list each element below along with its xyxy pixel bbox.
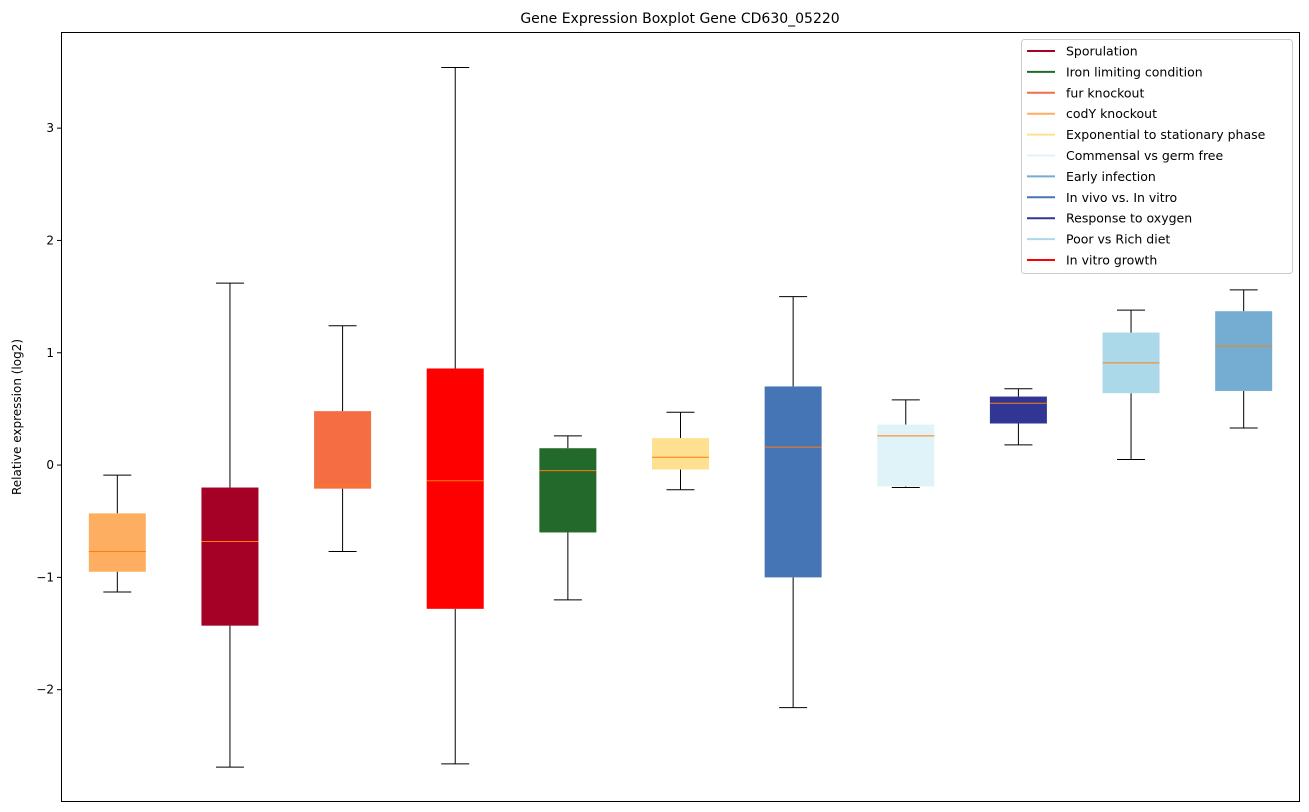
legend-item: Iron limiting condition <box>1027 64 1203 79</box>
box-body <box>88 513 146 572</box>
box-body <box>764 386 822 578</box>
legend-item: Sporulation <box>1027 44 1138 59</box>
legend-label: Poor vs Rich diet <box>1066 232 1170 247</box>
legend-item: In vivo vs. In vitro <box>1027 190 1177 205</box>
legend-label: codY knockout <box>1066 106 1157 121</box>
legend-label: fur knockout <box>1066 85 1144 100</box>
box-poor-vs-rich-diet <box>1102 309 1160 460</box>
y-axis-label: Relative expression (log2) <box>10 339 24 495</box>
y-tick-label: 2 <box>46 233 54 247</box>
legend-box <box>1021 39 1293 274</box>
box-early-infection <box>1215 289 1273 429</box>
box-iron-limiting-condition <box>539 435 597 601</box>
legend-label: Exponential to stationary phase <box>1066 127 1266 142</box>
box-in-vivo-vs-in-vitro <box>764 296 822 709</box>
box-body <box>652 438 709 470</box>
legend-item: In vitro growth <box>1027 253 1157 268</box>
chart-title: Gene Expression Boxplot Gene CD630_05220 <box>520 11 839 27</box>
legend-label: Iron limiting condition <box>1066 64 1203 79</box>
legend-label: In vivo vs. In vitro <box>1066 190 1177 205</box>
box-commensal-vs-germ-free <box>877 399 935 489</box>
y-tick-label: 0 <box>46 458 54 472</box>
box-body <box>201 487 259 626</box>
box-sporulation <box>201 282 259 768</box>
box-body <box>1215 311 1273 391</box>
box-body <box>426 368 484 609</box>
box-response-to-oxygen <box>989 388 1047 446</box>
box-cody-knockout <box>88 474 146 593</box>
box-body <box>539 448 597 533</box>
legend-item: Early infection <box>1027 169 1156 184</box>
legend-label: Sporulation <box>1066 44 1138 59</box>
legend-label: Response to oxygen <box>1066 211 1192 226</box>
box-in-vitro-growth <box>426 66 484 765</box>
boxes <box>88 66 1273 768</box>
legend-label: In vitro growth <box>1066 253 1157 268</box>
legend-item: codY knockout <box>1027 106 1157 121</box>
legend-item: fur knockout <box>1027 85 1144 100</box>
legend-item: Poor vs Rich diet <box>1027 232 1170 247</box>
box-fur-knockout <box>314 325 372 553</box>
y-tick-label: −2 <box>36 683 54 697</box>
legend-item: Response to oxygen <box>1027 211 1192 226</box>
legend-item: Exponential to stationary phase <box>1027 127 1266 142</box>
box-body <box>314 411 372 489</box>
legend-label: Commensal vs germ free <box>1066 148 1223 163</box>
legend-label: Early infection <box>1066 169 1156 184</box>
box-body <box>877 424 935 487</box>
box-body <box>989 396 1047 424</box>
y-axis: −2 −1 0 1 2 3 <box>36 121 61 697</box>
y-tick-label: 1 <box>46 346 54 360</box>
y-tick-label: 3 <box>46 121 54 135</box>
box-exponential-to-stationary-phase <box>652 411 709 491</box>
legend: Sporulation Iron limiting condition fur kn… <box>1021 39 1293 274</box>
y-tick-label: −1 <box>36 570 54 584</box>
legend-item: Commensal vs germ free <box>1027 148 1223 163</box>
plot-frame <box>61 32 1300 802</box>
